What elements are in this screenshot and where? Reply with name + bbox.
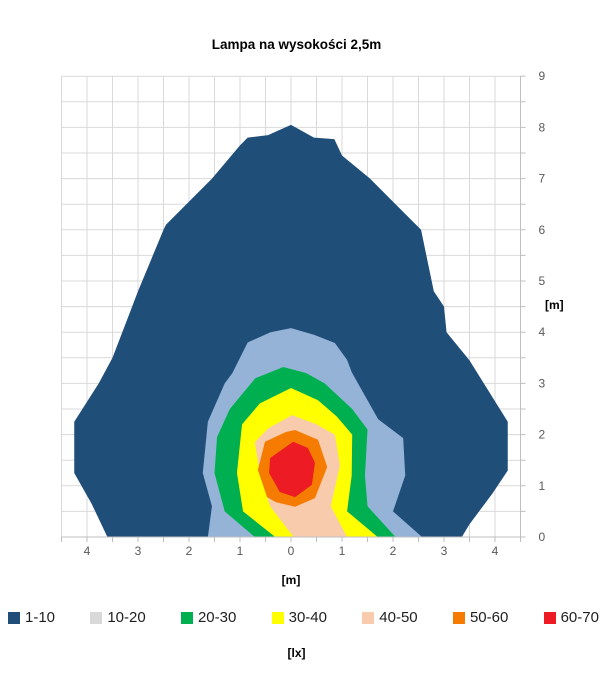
y-tick-label: 1 bbox=[539, 479, 546, 493]
chart-title: Lampa na wysokości 2,5m bbox=[211, 37, 382, 52]
legend-swatch bbox=[362, 611, 375, 624]
x-tick-label: 0 bbox=[288, 544, 295, 558]
y-tick-label: 8 bbox=[539, 120, 546, 134]
x-tick-label: 1 bbox=[237, 544, 244, 558]
legend-swatch bbox=[8, 611, 20, 624]
y-tick-label: 4 bbox=[539, 325, 546, 339]
legend-label: 50-60 bbox=[469, 609, 509, 626]
x-tick-label: 4 bbox=[84, 544, 91, 558]
x-tick-label: 1 bbox=[339, 544, 346, 558]
legend-label: 10-20 bbox=[107, 609, 146, 626]
legend-item-50-60: 50-60 bbox=[452, 609, 509, 626]
y-tick-label: 5 bbox=[539, 274, 546, 288]
legend-item-60-70: 60-70 bbox=[543, 609, 599, 626]
legend-item-10-20: 10-20 bbox=[90, 609, 146, 626]
legend-swatch bbox=[90, 611, 103, 624]
x-tick-label: 2 bbox=[186, 544, 193, 558]
y-tick-label: 0 bbox=[539, 530, 546, 544]
legend-unit-label: [lx] bbox=[287, 646, 306, 660]
legend-swatch bbox=[271, 611, 284, 624]
y-axis-title: [m] bbox=[545, 298, 564, 312]
legend-label: 20-30 bbox=[197, 609, 237, 626]
legend-item-40-50: 40-50 bbox=[362, 609, 418, 626]
legend: 1-10 10-20 20-30 30-40 40-50 50-60 60-70 bbox=[8, 609, 599, 626]
legend-label: 1-10 bbox=[25, 609, 56, 626]
legend-item-30-40: 30-40 bbox=[271, 609, 327, 626]
y-tick-label: 3 bbox=[539, 376, 546, 390]
legend-item-20-30: 20-30 bbox=[180, 609, 237, 626]
x-axis-title: [m] bbox=[281, 573, 301, 587]
legend-label: 30-40 bbox=[288, 609, 327, 626]
y-tick-label: 2 bbox=[539, 428, 546, 442]
legend-label: 40-50 bbox=[379, 609, 418, 626]
legend-label: 60-70 bbox=[560, 609, 599, 626]
legend-item-1-10: 1-10 bbox=[8, 609, 55, 626]
legend-swatch bbox=[543, 611, 556, 624]
contour-plot: 4 3 2 1 0 1 2 3 4 0 1 2 3 4 5 6 7 8 9 bbox=[61, 69, 546, 558]
y-tick-label: 6 bbox=[539, 223, 546, 237]
x-tick-label: 2 bbox=[390, 544, 397, 558]
x-tick-label: 3 bbox=[441, 544, 448, 558]
x-tick-label: 4 bbox=[492, 544, 499, 558]
x-tick-label: 3 bbox=[135, 544, 142, 558]
y-tick-label: 7 bbox=[539, 172, 546, 186]
y-tick-label: 9 bbox=[539, 69, 546, 83]
contour-band-60-70 bbox=[269, 441, 315, 498]
legend-swatch bbox=[180, 611, 193, 624]
legend-swatch bbox=[452, 611, 465, 624]
